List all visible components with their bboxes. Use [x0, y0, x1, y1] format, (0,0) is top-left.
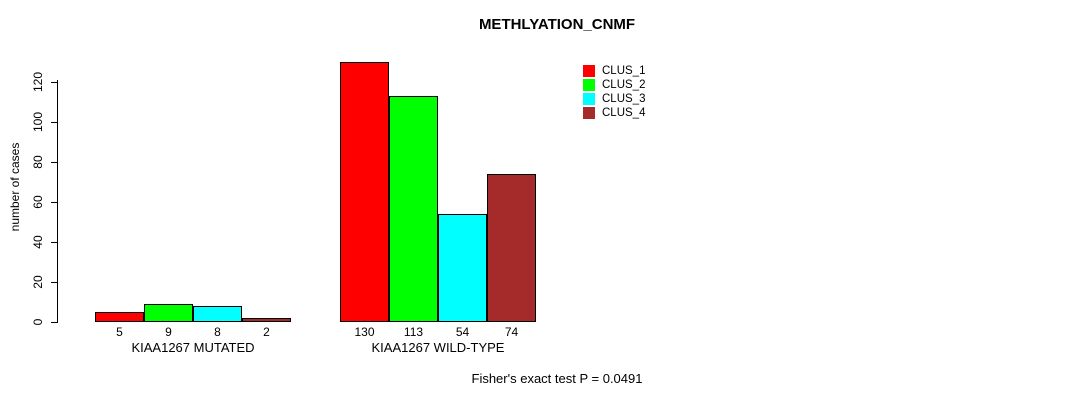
fisher-test-annotation: Fisher's exact test P = 0.0491	[471, 371, 643, 386]
bar-value-label: 130	[354, 325, 375, 339]
legend-swatch-icon	[583, 93, 595, 105]
chart-title: METHLYATION_CNMF	[478, 16, 636, 33]
bar-clus_4-wild-type	[487, 174, 536, 322]
bar-value-label: 54	[455, 325, 470, 339]
legend: CLUS_1 CLUS_2 CLUS_3 CLUS_4	[583, 64, 645, 120]
bar-clus_3-wild-type	[438, 214, 487, 322]
y-axis-tick-label: 120	[31, 71, 45, 93]
bar-value-label: 8	[214, 325, 221, 339]
bar-clus_1-wild-type	[340, 62, 389, 322]
y-axis-tick	[51, 82, 57, 83]
legend-item-clus_3: CLUS_3	[583, 92, 645, 106]
y-axis-tick-label: 60	[31, 195, 45, 209]
bar-clus_2-wild-type	[389, 96, 438, 322]
y-axis-tick	[51, 122, 57, 123]
y-axis-tick-label: 40	[31, 235, 45, 249]
legend-label: CLUS_2	[602, 79, 646, 91]
y-axis-tick-label: 0	[31, 318, 45, 326]
bar-clus_4-mutated	[242, 318, 291, 322]
bar-value-label: 2	[263, 325, 270, 339]
legend-label: CLUS_1	[602, 65, 646, 77]
bar-clus_1-mutated	[95, 312, 144, 322]
y-axis-tick	[51, 322, 57, 323]
legend-item-clus_1: CLUS_1	[583, 64, 645, 78]
y-axis-tick	[51, 282, 57, 283]
bar-value-label: 74	[504, 325, 519, 339]
y-axis-tick	[51, 162, 57, 163]
legend-item-clus_2: CLUS_2	[583, 78, 645, 92]
y-axis-tick-label: 20	[31, 275, 45, 289]
y-axis-tick	[51, 202, 57, 203]
y-axis-tick-label: 100	[31, 111, 45, 133]
bar-value-label: 113	[403, 325, 424, 339]
legend-item-clus_4: CLUS_4	[583, 106, 645, 120]
x-axis-group-label: KIAA1267 MUTATED	[131, 340, 255, 355]
legend-swatch-icon	[583, 107, 595, 119]
y-axis-tick-label: 80	[31, 155, 45, 169]
bar-clus_3-mutated	[193, 306, 242, 322]
legend-swatch-icon	[583, 65, 595, 77]
legend-swatch-icon	[583, 79, 595, 91]
legend-label: CLUS_4	[602, 107, 646, 119]
y-axis-line	[57, 80, 58, 323]
legend-label: CLUS_3	[602, 93, 646, 105]
bar-clus_2-mutated	[144, 304, 193, 322]
bar-value-label: 9	[165, 325, 172, 339]
y-axis-title: number of cases	[8, 142, 22, 232]
y-axis-tick	[51, 242, 57, 243]
x-axis-group-label: KIAA1267 WILD-TYPE	[371, 340, 505, 355]
bar-value-label: 5	[116, 325, 123, 339]
